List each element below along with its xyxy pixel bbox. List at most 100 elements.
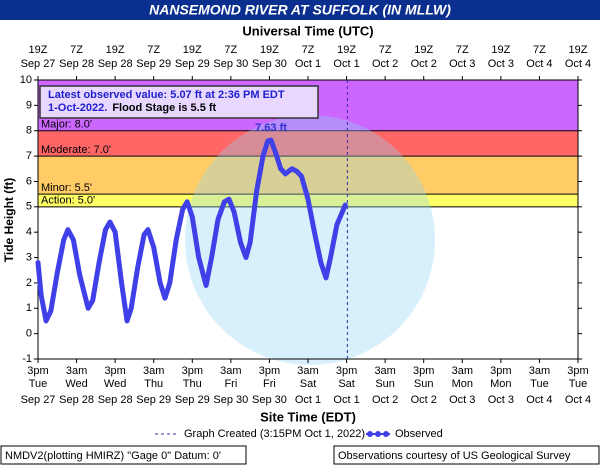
plot-frame — [37, 79, 579, 360]
x-tick-label: 3pm — [104, 365, 125, 377]
x-tick-date: Sep 29 — [175, 394, 210, 406]
legend-dot — [375, 431, 381, 437]
top-tick-label: 19Z — [106, 44, 125, 56]
y-axis-label: Tide Height (ft) — [2, 178, 16, 262]
top-tick-date: Sep 29 — [136, 58, 171, 70]
top-tick-label: 19Z — [29, 44, 48, 56]
x-tick-label: 3am — [529, 365, 550, 377]
info-span: Flood Stage is 5.5 ft — [112, 102, 216, 114]
flood-band — [38, 130, 578, 157]
x-tick-date: Sep 28 — [98, 394, 133, 406]
y-tick-label: 9 — [26, 99, 32, 111]
info-span: 1-Oct-2022. — [48, 102, 107, 114]
top-tick-date: Oct 2 — [372, 58, 398, 70]
y-tick-label: 2 — [26, 277, 32, 289]
top-tick-label: 19Z — [337, 44, 356, 56]
x-tick-day: Sun — [375, 378, 395, 390]
top-tick-date: Sep 30 — [252, 58, 287, 70]
x-tick-date: Oct 2 — [411, 394, 437, 406]
top-tick-label: 7Z — [224, 44, 237, 56]
x-tick-label: 3am — [220, 365, 241, 377]
x-tick-date: Sep 30 — [213, 394, 248, 406]
x-tick-label: 3pm — [259, 365, 280, 377]
top-tick-date: Oct 1 — [333, 58, 359, 70]
info-text: Latest observed value: 5.07 ft at 2:36 P… — [48, 89, 285, 101]
top-tick-date: Sep 28 — [59, 58, 94, 70]
y-tick-label: 1 — [26, 302, 32, 314]
y-tick-label: 7 — [26, 150, 32, 162]
x-tick-label: 3pm — [490, 365, 511, 377]
top-tick-date: Sep 29 — [175, 58, 210, 70]
top-tick-label: 19Z — [260, 44, 279, 56]
x-tick-day: Fri — [224, 378, 237, 390]
x-tick-date: Sep 28 — [59, 394, 94, 406]
flood-label: Major: 8.0' — [41, 119, 92, 131]
x-axis-label: Site Time (EDT) — [260, 409, 356, 424]
top-tick-date: Oct 3 — [449, 58, 475, 70]
x-tick-day: Wed — [104, 378, 126, 390]
x-tick-date: Sep 29 — [136, 394, 171, 406]
flood-label: Moderate: 7.0' — [41, 144, 111, 156]
top-tick-date: Sep 28 — [98, 58, 133, 70]
top-tick-label: 7Z — [456, 44, 469, 56]
x-tick-date: Oct 4 — [565, 394, 591, 406]
top-tick-date: Sep 27 — [21, 58, 56, 70]
x-tick-day: Tue — [29, 378, 48, 390]
x-tick-day: Wed — [65, 378, 87, 390]
y-tick-label: 6 — [26, 175, 32, 187]
x-tick-day: Fri — [263, 378, 276, 390]
top-tick-date: Oct 2 — [411, 58, 437, 70]
x-tick-day: Thu — [144, 378, 163, 390]
top-tick-date: Oct 4 — [526, 58, 552, 70]
observed-line — [35, 137, 348, 324]
x-tick-label: 3pm — [413, 365, 434, 377]
footer-box — [333, 445, 600, 465]
top-tick-date: Oct 3 — [488, 58, 514, 70]
flood-band — [38, 156, 578, 195]
x-tick-day: Thu — [183, 378, 202, 390]
chart-title: NANSEMOND RIVER AT SUFFOLK (IN MLLW) — [149, 2, 451, 18]
x-tick-date: Oct 1 — [333, 394, 359, 406]
x-tick-date: Oct 4 — [526, 394, 552, 406]
top-tick-label: 19Z — [183, 44, 202, 56]
top-tick-label: 7Z — [533, 44, 546, 56]
x-tick-day: Sun — [414, 378, 434, 390]
x-tick-label: 3am — [66, 365, 87, 377]
flood-label: Action: 5.0' — [41, 195, 95, 207]
top-tick-label: 7Z — [147, 44, 160, 56]
y-tick-label: 5 — [26, 201, 32, 213]
x-tick-day: Mon — [490, 378, 511, 390]
legend-label: Graph Created (3:15PM Oct 1, 2022) — [184, 428, 365, 440]
x-tick-label: 3pm — [336, 365, 357, 377]
footer-box — [0, 445, 247, 465]
top-tick-date: Oct 1 — [295, 58, 321, 70]
top-tick-date: Oct 4 — [565, 58, 591, 70]
footer-right: Observations courtesy of US Geological S… — [338, 450, 571, 462]
title-bar — [0, 0, 600, 20]
x-tick-day: Sat — [300, 378, 317, 390]
y-tick-label: 0 — [26, 328, 32, 340]
info-box — [39, 85, 319, 119]
x-tick-label: 3am — [452, 365, 473, 377]
x-tick-label: 3pm — [27, 365, 48, 377]
x-tick-day: Tue — [530, 378, 549, 390]
footer-left: NMDV2(plotting HMIRZ) "Gage 0" Datum: 0' — [5, 450, 221, 462]
x-tick-date: Sep 27 — [21, 394, 56, 406]
x-tick-date: Oct 3 — [488, 394, 514, 406]
flood-label: Minor: 5.5' — [41, 182, 92, 194]
legend-dot — [367, 431, 373, 437]
x-tick-day: Mon — [452, 378, 473, 390]
info-text: 1-Oct-2022. Flood Stage is 5.5 ft — [48, 102, 217, 114]
x-tick-date: Sep 30 — [252, 394, 287, 406]
annotation: 7.63 ft — [255, 122, 287, 134]
y-tick-label: 4 — [26, 226, 32, 238]
top-axis-label: Universal Time (UTC) — [242, 23, 373, 38]
x-tick-date: Oct 2 — [372, 394, 398, 406]
x-tick-label: 3pm — [182, 365, 203, 377]
x-tick-label: 3pm — [567, 365, 588, 377]
top-tick-label: 7Z — [302, 44, 315, 56]
top-tick-label: 19Z — [569, 44, 588, 56]
y-tick-label: 10 — [20, 74, 32, 86]
x-tick-label: 3am — [143, 365, 164, 377]
